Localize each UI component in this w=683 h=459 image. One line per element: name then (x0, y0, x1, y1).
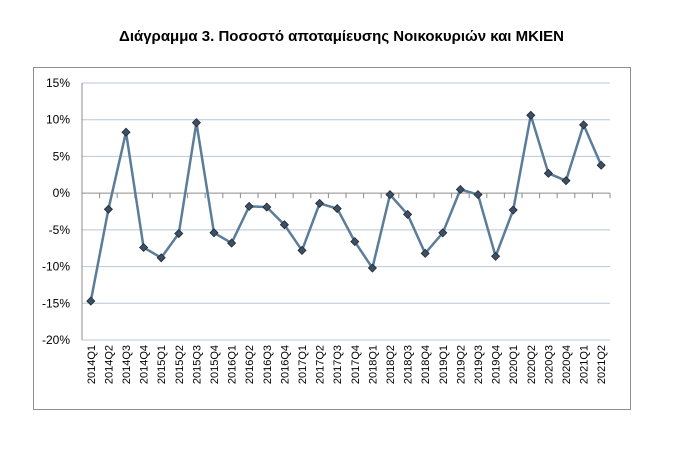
y-tick-label: 10% (46, 113, 70, 127)
data-point (121, 127, 131, 137)
data-point (209, 228, 219, 238)
x-tick-label: 2016Q3 (262, 345, 274, 384)
data-point (420, 248, 430, 258)
data-point (262, 202, 272, 212)
data-point (473, 190, 483, 200)
x-tick-label: 2019Q3 (473, 345, 485, 384)
x-tick-label: 2014Q1 (86, 345, 98, 384)
data-point (491, 251, 501, 261)
x-tick-label: 2018Q3 (403, 345, 415, 384)
y-tick-label: 0% (53, 186, 71, 200)
x-tick-label: 2016Q1 (227, 345, 239, 384)
x-tick-label: 2017Q4 (350, 345, 362, 384)
x-tick-label: 2017Q1 (297, 345, 309, 384)
data-point (139, 242, 149, 253)
data-point (438, 228, 448, 238)
x-tick-label: 2020Q4 (561, 345, 573, 384)
data-point (403, 209, 413, 220)
chart-title: Διάγραμμα 3. Ποσοστό αποταμίευσης Νοικοκ… (119, 28, 564, 45)
x-tick-label: 2014Q3 (121, 345, 133, 384)
x-tick-label: 2016Q4 (279, 345, 291, 384)
data-point (561, 176, 571, 186)
x-tick-label: 2019Q1 (438, 345, 450, 384)
x-tick-label: 2020Q2 (526, 345, 538, 384)
x-tick-label: 2014Q2 (103, 345, 115, 384)
series-line (89, 114, 603, 302)
x-tick-label: 2015Q2 (174, 345, 186, 384)
x-tick-label: 2019Q2 (455, 345, 467, 384)
data-point (103, 204, 113, 214)
data-point (315, 198, 325, 208)
x-tick-label: 2020Q3 (543, 345, 555, 384)
data-point (367, 263, 377, 273)
x-tick-label: 2018Q4 (420, 345, 432, 384)
data-point (279, 220, 289, 230)
y-tick-label: 15% (46, 76, 70, 90)
x-tick-label: 2017Q3 (332, 345, 344, 384)
data-point (543, 168, 553, 178)
y-tick-label: -10% (42, 260, 70, 274)
chart-frame (33, 67, 631, 410)
data-point (86, 296, 96, 306)
series-line-path (89, 114, 603, 302)
series-markers (86, 110, 606, 306)
x-tick-label: 2020Q1 (508, 345, 520, 384)
data-point (350, 237, 360, 247)
data-point (596, 160, 606, 170)
data-point (508, 205, 518, 215)
y-tick-label: -5% (49, 223, 71, 237)
y-tick-label: -15% (42, 296, 70, 310)
data-point (244, 201, 254, 211)
x-tick-label: 2021Q2 (596, 345, 608, 384)
y-tick-label: -20% (42, 333, 70, 347)
x-tick-label: 2021Q1 (579, 345, 591, 384)
y-tick-label: 5% (53, 149, 71, 163)
data-point (227, 238, 237, 248)
x-tick-label: 2017Q2 (315, 345, 327, 384)
data-point (332, 203, 342, 214)
x-tick-label: 2018Q1 (367, 345, 379, 384)
data-point (579, 120, 589, 130)
data-point (526, 110, 536, 120)
x-tick-label: 2016Q2 (244, 345, 256, 384)
data-point (455, 184, 465, 195)
x-tick-label: 2015Q4 (209, 345, 221, 384)
gridlines (81, 82, 610, 341)
x-tick-label: 2015Q3 (191, 345, 203, 384)
data-point (156, 253, 166, 263)
x-axis: 2014Q1 2014Q2 2014Q3 2014Q4 2015Q1 2015Q2 2015… (81, 192, 611, 384)
x-tick-label: 2018Q2 (385, 345, 397, 384)
x-tick-label: 2019Q4 (491, 345, 503, 384)
data-point (191, 118, 201, 128)
data-point (174, 228, 184, 239)
x-tick-label: 2015Q1 (156, 345, 168, 384)
data-point (297, 245, 307, 255)
y-tick-labels: 15% 10% 5% 0% -5% -10% -15% -20% (42, 76, 70, 347)
data-point (385, 190, 395, 200)
x-tick-label: 2014Q4 (139, 345, 151, 384)
